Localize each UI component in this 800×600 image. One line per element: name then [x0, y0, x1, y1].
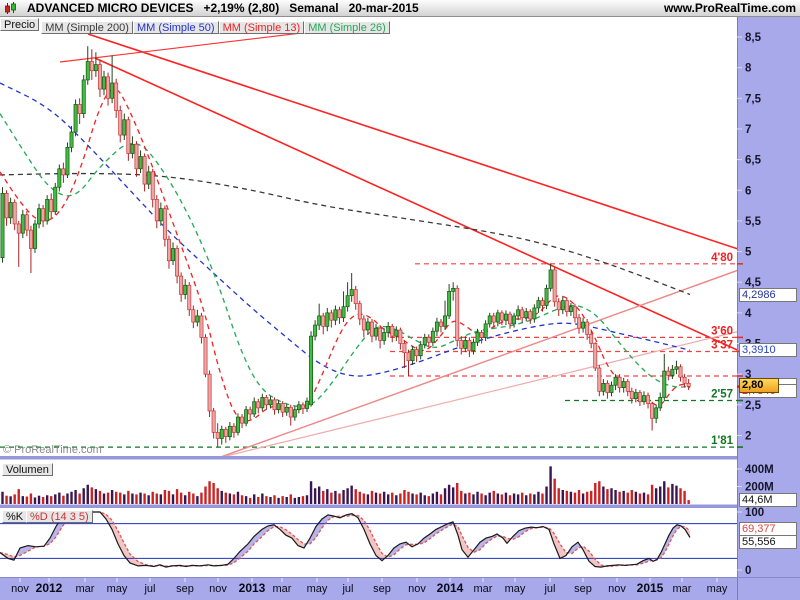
svg-text:may: may — [505, 583, 526, 595]
ma-button-group: MM (Simple 200) MM (Simple 50) MM (Simple … — [41, 18, 390, 34]
price-pane — [0, 31, 744, 458]
svg-text:2'57: 2'57 — [711, 389, 733, 401]
level-labels: 4'80 3'60 3'37 2'57 1'81 — [711, 252, 734, 447]
change-percent: +2,19% (2,80) — [203, 1, 280, 15]
svg-text:nov: nov — [608, 583, 626, 595]
svg-text:may: may — [307, 583, 328, 595]
volume-axis[interactable]: 400M 200M — [737, 464, 774, 494]
ma-button[interactable]: MM (Simple 200) — [41, 21, 133, 34]
svg-text:200M: 200M — [745, 482, 774, 494]
last-price: (2,80) — [247, 1, 280, 15]
timeframe-label: Semanal — [289, 1, 339, 15]
stochastic-d-button[interactable]: %D (14 3 5) — [26, 510, 93, 523]
svg-text:2014: 2014 — [437, 581, 464, 595]
svg-text:sep: sep — [176, 583, 194, 595]
candlestick-icon — [4, 1, 17, 15]
svg-text:nov: nov — [11, 583, 29, 595]
ma26-line — [0, 113, 691, 408]
ma13-line — [0, 88, 691, 422]
volume-panel-button[interactable]: Volumen — [2, 463, 53, 476]
svg-text:2012: 2012 — [36, 581, 63, 595]
svg-text:jul: jul — [543, 583, 555, 595]
svg-text:nov: nov — [408, 583, 426, 595]
stoch-axis[interactable]: 100 0 — [737, 507, 764, 577]
stoch-pane — [0, 511, 737, 568]
svg-text:5,5: 5,5 — [745, 216, 762, 228]
svg-text:2: 2 — [745, 430, 751, 442]
title-bar: ADVANCED MICRO DEVICES +2,19% (2,80) Sem… — [0, 0, 800, 17]
ma-button[interactable]: MM (Simple 26) — [304, 21, 390, 34]
watermark: © ProRealTime.com — [3, 444, 102, 456]
svg-text:may: may — [707, 583, 728, 595]
ma-value-box: 3,3910 — [739, 343, 797, 357]
svg-text:mar: mar — [673, 583, 692, 595]
trendlines[interactable] — [59, 31, 744, 458]
volume-bars — [1, 466, 690, 504]
ma-button[interactable]: MM (Simple 50) — [132, 21, 219, 34]
date-label: 20-mar-2015 — [348, 1, 419, 15]
svg-text:6,5: 6,5 — [745, 155, 762, 167]
svg-text:sep: sep — [373, 583, 391, 595]
svg-text:sep: sep — [574, 583, 592, 595]
svg-text:nov: nov — [209, 583, 227, 595]
svg-text:0: 0 — [745, 565, 751, 577]
ma200-line — [0, 172, 691, 296]
svg-text:mar: mar — [474, 583, 493, 595]
svg-text:2,5: 2,5 — [745, 400, 762, 412]
svg-text:4,5: 4,5 — [745, 277, 762, 289]
svg-text:400M: 400M — [745, 464, 774, 476]
svg-text:7,5: 7,5 — [745, 93, 762, 105]
symbol-title: ADVANCED MICRO DEVICES — [27, 1, 194, 15]
svg-text:5: 5 — [745, 247, 752, 259]
svg-text:2013: 2013 — [239, 581, 266, 595]
svg-text:mar: mar — [273, 583, 292, 595]
candles-layer — [0, 46, 691, 448]
stoch-k-box: 55,556 — [739, 535, 797, 549]
legend-bar: Precio MM (Simple 200) MM (Simple 50) MM (… — [0, 18, 737, 34]
svg-text:1'81: 1'81 — [711, 435, 734, 447]
stoch-d-box: 69,377 — [739, 522, 797, 536]
svg-text:2015: 2015 — [637, 581, 664, 595]
svg-text:3'60: 3'60 — [711, 325, 733, 337]
time-axis[interactable]: nov 2012 mar may jul sep nov 2013 mar may jul sep no… — [0, 577, 800, 596]
svg-text:100: 100 — [745, 507, 764, 519]
svg-text:may: may — [107, 583, 128, 595]
svg-text:8,5: 8,5 — [745, 32, 762, 44]
ma-button[interactable]: MM (Simple 13) — [218, 21, 305, 34]
svg-text:3'37: 3'37 — [711, 339, 733, 351]
svg-text:mar: mar — [76, 583, 95, 595]
svg-text:3: 3 — [745, 369, 751, 381]
svg-text:4: 4 — [745, 308, 752, 320]
svg-text:7: 7 — [745, 124, 751, 136]
panel-backgrounds — [0, 17, 800, 600]
svg-text:4'80: 4'80 — [711, 252, 733, 264]
last-price-box: 2,80 — [739, 378, 779, 393]
svg-text:jul: jul — [341, 583, 353, 595]
volume-value-box: 44,6M — [739, 493, 797, 507]
svg-text:6: 6 — [745, 185, 751, 197]
price-button[interactable]: Precio — [0, 18, 40, 31]
site-label: www.ProRealTime.com — [663, 1, 796, 15]
svg-text:8: 8 — [745, 63, 752, 75]
ma50-line — [0, 82, 691, 377]
svg-text:jul: jul — [143, 583, 155, 595]
ma-value-box: 4,2986 — [739, 288, 797, 302]
stochastic-k-button[interactable]: %K — [2, 510, 28, 523]
